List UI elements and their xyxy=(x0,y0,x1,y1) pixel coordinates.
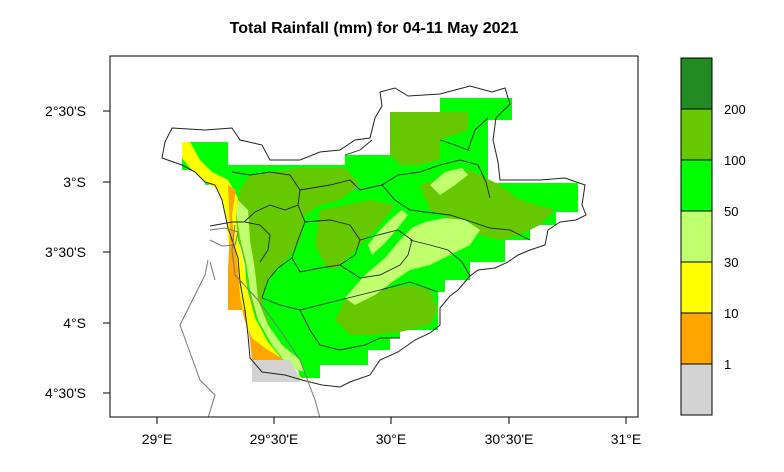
province-boundaries xyxy=(209,117,531,351)
y-tick-label: 4°30'S xyxy=(45,385,86,401)
legend-label: 50 xyxy=(724,204,738,219)
y-tick-label: 3°30'S xyxy=(45,244,86,260)
color-legend: 1 10 30 50 100 200 xyxy=(680,57,746,416)
legend-label: 10 xyxy=(724,306,738,321)
x-tick-label: 31°E xyxy=(611,431,642,447)
y-tick-label: 4°S xyxy=(63,315,86,331)
rain-zone-below-1 xyxy=(252,360,300,382)
legend-bin-4 xyxy=(681,160,712,211)
rainfall-field xyxy=(161,85,587,417)
country-outline xyxy=(161,85,587,388)
rain-zone-100-200-north xyxy=(390,112,468,165)
x-tick-label: 30°30'E xyxy=(485,431,534,447)
legend-label: 200 xyxy=(724,102,746,117)
map-title: Total Rainfall (mm) for 04-11 May 2021 xyxy=(229,20,519,37)
y-tick-label: 3°S xyxy=(63,174,86,190)
rain-zone-30-50-band xyxy=(345,218,480,305)
x-axis: 29°E 29°30'E 30°E 30°30'E 31°E xyxy=(142,417,642,447)
rain-zone-30-50-ne xyxy=(430,168,468,195)
legend-bin-2 xyxy=(681,262,712,313)
x-tick-label: 29°30'E xyxy=(250,431,299,447)
neighbour-boundaries xyxy=(179,224,321,417)
map-frame-border xyxy=(109,55,639,418)
legend-bin-3 xyxy=(681,211,712,262)
legend-bin-6 xyxy=(681,58,712,109)
rain-zone-30-50-west xyxy=(236,200,305,372)
rain-zone-100-200-east xyxy=(420,170,555,240)
x-tick-label: 29°E xyxy=(142,431,173,447)
legend-bin-5 xyxy=(681,109,712,160)
legend-bin-1 xyxy=(681,313,712,364)
rain-zone-100-200-central xyxy=(235,168,360,330)
legend-label: 1 xyxy=(724,357,731,372)
legend-bin-0 xyxy=(681,364,712,415)
legend-label: 30 xyxy=(724,255,738,270)
legend-label: 100 xyxy=(724,153,746,168)
rain-zone-10-30 xyxy=(182,142,302,380)
map-panel: 29°E 29°30'E 30°E 30°30'E 31°E 2°30'S 3°… xyxy=(45,55,642,447)
rain-zone-100-200-mid xyxy=(315,200,395,270)
x-tick-label: 30°E xyxy=(376,431,407,447)
y-axis: 2°30'S 3°S 3°30'S 4°S 4°30'S xyxy=(45,103,110,401)
y-tick-label: 2°30'S xyxy=(45,103,86,119)
